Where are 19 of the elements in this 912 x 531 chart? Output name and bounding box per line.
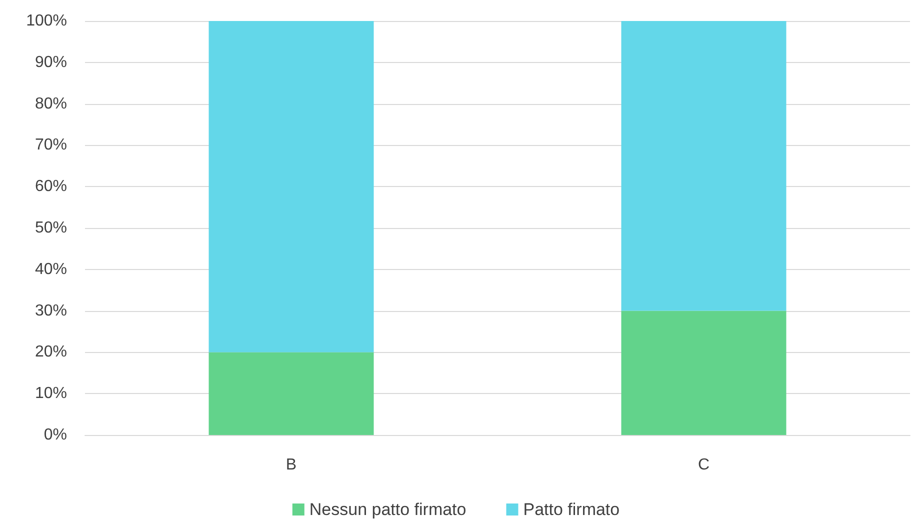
y-tick-label: 0% — [44, 426, 67, 444]
y-tick-label: 90% — [34, 54, 67, 71]
bar — [208, 352, 374, 435]
y-tick-label: 60% — [34, 178, 67, 196]
bar — [208, 21, 374, 352]
x-tick-label: B — [286, 456, 297, 474]
x-tick-label: C — [698, 456, 710, 474]
y-tick-label: 40% — [34, 260, 67, 278]
y-tick-label: 70% — [34, 136, 67, 154]
bar — [621, 310, 786, 435]
y-tick-label: 50% — [34, 220, 67, 236]
y-tick-label: 80% — [34, 95, 67, 112]
y-tick-label: 30% — [34, 302, 67, 320]
legend-label: Nessun patto firmato — [309, 500, 466, 519]
y-tick-label: 10% — [34, 385, 67, 402]
legend-label: Patto firmato — [523, 500, 620, 519]
y-tick-label: 20% — [34, 344, 67, 361]
y-tick-label: 100% — [26, 12, 67, 30]
bar — [621, 21, 786, 311]
